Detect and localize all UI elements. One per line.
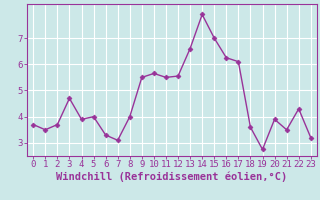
X-axis label: Windchill (Refroidissement éolien,°C): Windchill (Refroidissement éolien,°C)	[56, 172, 288, 182]
